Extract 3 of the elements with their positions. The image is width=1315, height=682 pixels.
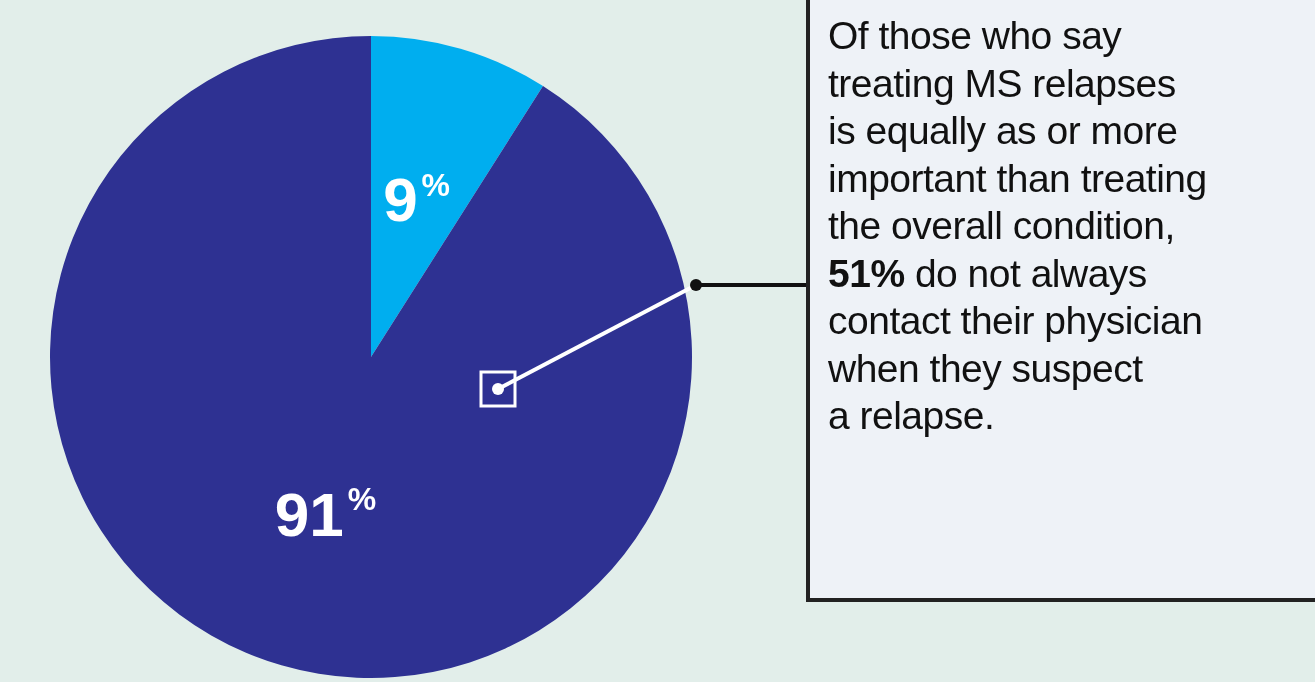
data-label: 9%	[383, 165, 451, 235]
text: Of those who say treating MS relapses is equally as or more important than treating the overall condition, 51% do not always contact their physician when they suspect a relapse.	[828, 14, 1207, 437]
data-label: 91%	[274, 479, 377, 549]
